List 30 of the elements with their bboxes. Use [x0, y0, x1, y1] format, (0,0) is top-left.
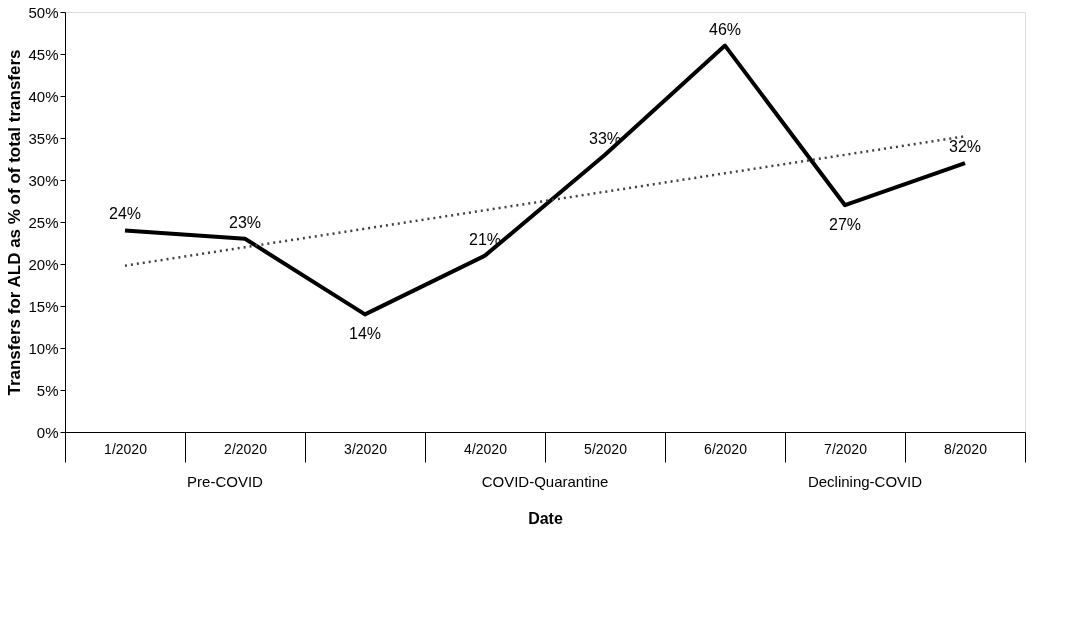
- data-label: 24%: [108, 205, 142, 223]
- text: Pre-COVID: [187, 473, 264, 490]
- y-tick-label: 5%: [36, 381, 59, 399]
- x-tick-label: 4/2020: [464, 440, 508, 457]
- data-label: 27%: [828, 216, 862, 234]
- x-tick-label: 6/2020: [704, 440, 748, 457]
- data-label: 46%: [708, 20, 742, 38]
- y-tick-label: 25%: [28, 213, 59, 231]
- data-label: 23%: [228, 213, 262, 231]
- x-axis-title: Date: [528, 510, 563, 527]
- y-tick-label: 0%: [36, 423, 59, 441]
- y-axis-title: Transfers for ALD as % of of total transfers: [5, 49, 25, 396]
- x-tick-label: 1/2020: [104, 440, 148, 457]
- text: Declining-COVID: [807, 473, 923, 490]
- y-tick-label: 40%: [28, 87, 59, 105]
- y-tick-label: 20%: [28, 255, 59, 273]
- y-tick-label: 30%: [28, 171, 59, 189]
- y-tick-label: 15%: [28, 297, 59, 315]
- x-tick-label: 5/2020: [584, 440, 628, 457]
- y-tick-label: 10%: [28, 339, 59, 357]
- y-tick-label: 35%: [28, 129, 59, 147]
- y-tick-label: 45%: [28, 45, 59, 63]
- x-tick-label: 3/2020: [344, 440, 388, 457]
- x-tick-label: 2/2020: [224, 440, 268, 457]
- data-label: 32%: [948, 138, 982, 156]
- y-tick-label: 50%: [28, 3, 59, 21]
- x-tick-label: 7/2020: [824, 440, 868, 457]
- x-tick-label: 8/2020: [944, 440, 988, 457]
- text: COVID-Quarantine: [481, 473, 609, 490]
- data-label: 14%: [348, 325, 382, 343]
